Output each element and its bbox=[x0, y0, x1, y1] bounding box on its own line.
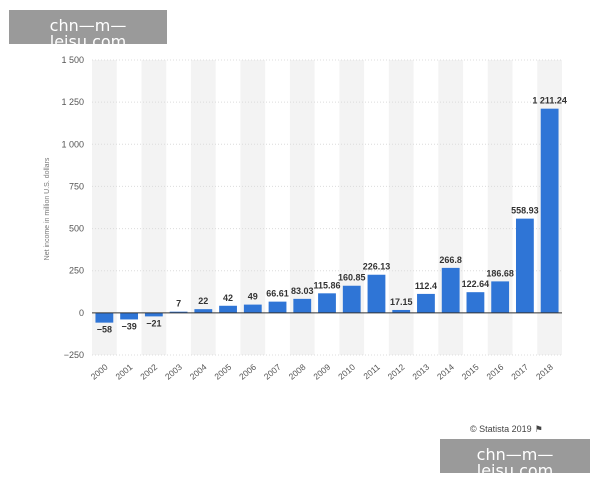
source-credit: © Statista 2019 ⚑ bbox=[470, 424, 543, 435]
y-tick-label: 1 250 bbox=[61, 97, 84, 107]
bar-2002 bbox=[144, 312, 163, 317]
y-tick-label: 1 500 bbox=[61, 55, 84, 65]
x-tick-label: 2012 bbox=[386, 362, 407, 382]
x-tick-label: 2003 bbox=[163, 362, 184, 382]
data-label-2016: 186.68 bbox=[486, 268, 514, 278]
x-tick-label: 2015 bbox=[460, 362, 481, 382]
x-axis-ticks: 2000 2001 2002 2003 2004 2005 2006 2007 2008 2009… bbox=[89, 362, 555, 382]
x-tick-label: 2009 bbox=[311, 362, 332, 382]
data-labels: −58 −39 −21 7 22 42 49 66.61 83.03115.86160.8522… bbox=[97, 96, 567, 335]
y-tick-label: 1 000 bbox=[61, 139, 84, 149]
bar-2013 bbox=[417, 293, 435, 313]
watermark-bottom: chn—m—leisu.com bbox=[440, 439, 590, 479]
bar-2009 bbox=[318, 293, 336, 313]
x-tick-label: 2005 bbox=[212, 362, 233, 382]
gridlines bbox=[92, 59, 562, 356]
bar-2015 bbox=[466, 292, 485, 313]
data-label-2007: 66.61 bbox=[266, 289, 289, 299]
bar-2005 bbox=[219, 305, 237, 313]
data-label-2013: 112.4 bbox=[415, 281, 437, 291]
y-tick-label: 250 bbox=[69, 266, 84, 276]
x-tick-label: 2004 bbox=[188, 362, 209, 382]
y-tick-label: 0 bbox=[79, 308, 84, 318]
data-label-2000: −58 bbox=[97, 325, 112, 335]
flag-icon: ⚑ bbox=[534, 424, 543, 434]
data-label-2018: 1 211.24 bbox=[532, 96, 567, 106]
data-label-2011: 226.13 bbox=[363, 262, 391, 272]
x-tick-label: 2010 bbox=[336, 362, 357, 382]
credit-text: © Statista 2019 bbox=[470, 424, 532, 434]
x-tick-label: 2013 bbox=[410, 362, 431, 382]
bars bbox=[95, 108, 559, 323]
data-label-2005: 42 bbox=[223, 293, 233, 303]
data-label-2001: −39 bbox=[121, 321, 136, 331]
x-tick-label: 2011 bbox=[361, 362, 382, 382]
y-tick-label: −250 bbox=[64, 350, 84, 360]
bar-2011 bbox=[367, 274, 386, 313]
x-tick-label: 2007 bbox=[262, 362, 283, 382]
bar-2001 bbox=[120, 312, 139, 320]
data-label-2010: 160.85 bbox=[338, 273, 366, 283]
x-tick-label: 2017 bbox=[509, 362, 530, 382]
background-band bbox=[190, 60, 216, 355]
y-tick-label: 500 bbox=[69, 224, 84, 234]
bar-2018 bbox=[540, 108, 559, 313]
data-label-2006: 49 bbox=[248, 292, 258, 302]
x-tick-label: 2014 bbox=[435, 362, 456, 382]
x-tick-label: 2016 bbox=[485, 362, 506, 382]
bar-2010 bbox=[342, 285, 361, 313]
bar-2004 bbox=[194, 309, 213, 313]
x-tick-label: 2000 bbox=[89, 362, 110, 382]
x-tick-label: 2002 bbox=[138, 362, 159, 382]
bar-2000 bbox=[95, 312, 114, 323]
watermark-top: chn—m—leisu.com bbox=[9, 10, 167, 50]
bar-2014 bbox=[441, 267, 460, 313]
bar-2017 bbox=[515, 218, 534, 313]
data-label-2012: 17.15 bbox=[390, 297, 413, 307]
data-label-2017: 558.93 bbox=[511, 206, 539, 216]
bar-2008 bbox=[293, 298, 312, 313]
background-band bbox=[388, 60, 414, 355]
data-label-2015: 122.64 bbox=[462, 279, 490, 289]
data-label-2002: −21 bbox=[146, 318, 161, 328]
y-axis-ticks: −250 0 250 500 750 1 000 1 250 1 500 bbox=[61, 55, 84, 360]
y-axis-label: Net income in million U.S. dollars bbox=[44, 157, 51, 260]
bar-2003 bbox=[169, 311, 188, 313]
x-tick-label: 2008 bbox=[287, 362, 308, 382]
bar-2012 bbox=[392, 309, 411, 313]
bar-2006 bbox=[243, 304, 262, 313]
x-tick-label: 2006 bbox=[237, 362, 258, 382]
y-tick-label: 750 bbox=[69, 181, 84, 191]
data-label-2003: 7 bbox=[176, 299, 181, 309]
background-band bbox=[92, 60, 117, 355]
bar-2007 bbox=[268, 301, 287, 313]
data-label-2004: 22 bbox=[198, 296, 208, 306]
x-tick-label: 2001 bbox=[113, 362, 134, 382]
background-band bbox=[141, 60, 167, 355]
data-label-2014: 266.8 bbox=[439, 255, 462, 265]
data-label-2008: 83.03 bbox=[291, 286, 314, 296]
bar-2016 bbox=[491, 281, 510, 313]
x-tick-label: 2018 bbox=[534, 362, 555, 382]
data-label-2009: 115.86 bbox=[313, 280, 340, 290]
